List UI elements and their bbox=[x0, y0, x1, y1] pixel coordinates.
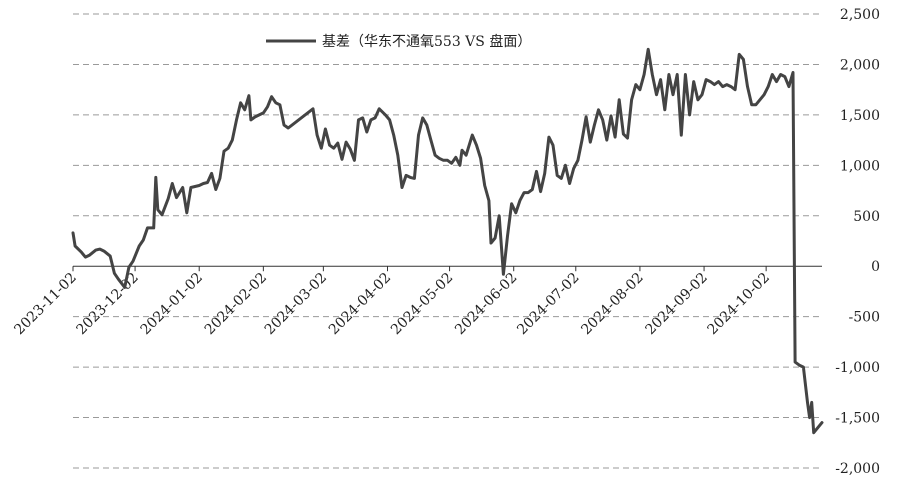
x-tick-label: 2024-10-02 bbox=[705, 270, 773, 338]
x-tick-label: 2024-04-02 bbox=[326, 270, 394, 338]
y-tick-label: -2,000 bbox=[835, 461, 880, 477]
y-tick-label: 0 bbox=[871, 259, 880, 275]
x-tick-label: 2024-03-02 bbox=[262, 270, 330, 338]
series-line bbox=[71, 47, 824, 435]
y-tick-label: -500 bbox=[849, 310, 880, 326]
series-layer bbox=[71, 47, 824, 435]
legend: 基差（华东不通氧553 VS 盘面） bbox=[266, 33, 531, 50]
x-tick-label: 2024-08-02 bbox=[578, 270, 646, 338]
x-tick-label: 2024-05-02 bbox=[388, 270, 456, 338]
x-tick-label: 2023-12-02 bbox=[74, 270, 142, 338]
y-tick-label: 1,000 bbox=[840, 158, 880, 174]
x-tick-label: 2024-01-02 bbox=[138, 270, 206, 338]
y-axis-tick-labels: 2,500 2,000 1,500 1,000 500 0 -500 -1,000 -1,500… bbox=[835, 7, 880, 477]
x-tick-label: 2024-09-02 bbox=[643, 270, 711, 338]
x-tick-label: 2024-07-02 bbox=[514, 270, 582, 338]
y-tick-label: 2,000 bbox=[840, 57, 880, 73]
x-axis bbox=[72, 265, 822, 272]
gridlines bbox=[73, 13, 820, 469]
legend-label: 基差（华东不通氧553 VS 盘面） bbox=[322, 33, 531, 50]
y-tick-label: 500 bbox=[853, 209, 880, 225]
x-tick-label: 2024-06-02 bbox=[452, 270, 520, 338]
y-tick-label: 1,500 bbox=[840, 108, 880, 124]
y-tick-label: -1,000 bbox=[835, 360, 880, 376]
y-tick-label: -1,500 bbox=[835, 411, 880, 427]
y-tick-label: 2,500 bbox=[840, 7, 880, 23]
x-tick-label: 2023-11-02 bbox=[11, 270, 79, 338]
x-tick-label: 2024-02-02 bbox=[202, 270, 270, 338]
